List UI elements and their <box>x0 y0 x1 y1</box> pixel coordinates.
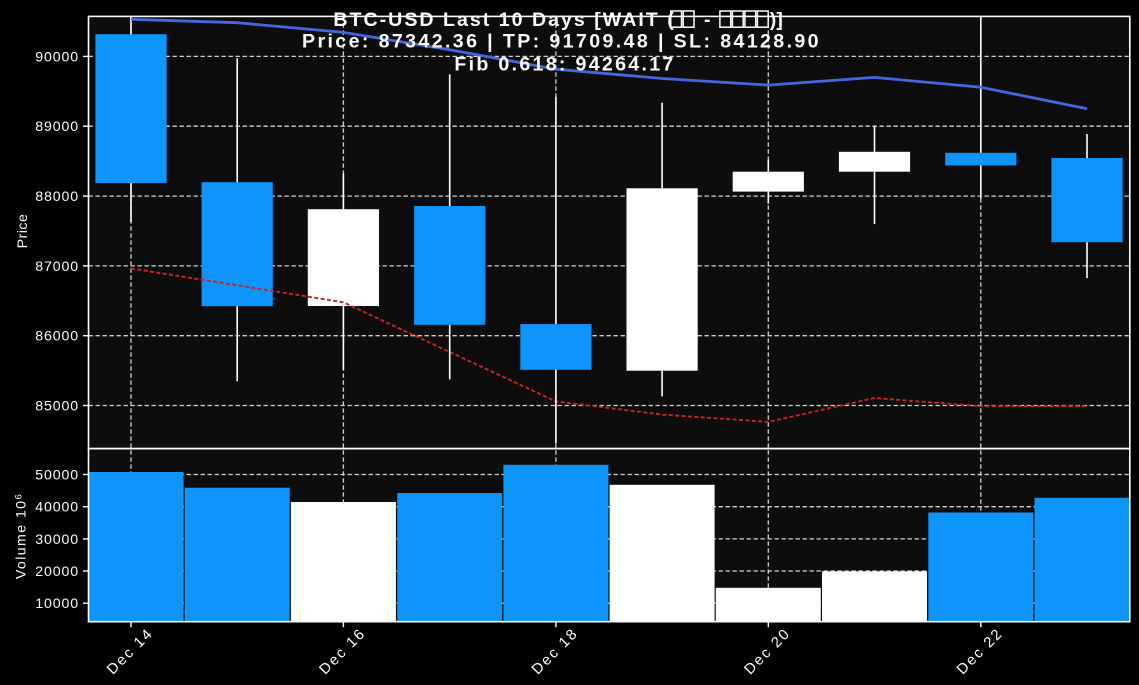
svg-text:)]: )] <box>770 9 783 31</box>
svg-text:85000: 85000 <box>35 399 79 415</box>
svg-text:89000: 89000 <box>35 119 79 135</box>
svg-text:BTC-USD Last 10 Days [WAIT (: BTC-USD Last 10 Days [WAIT ( <box>333 9 675 31</box>
svg-text:Price: Price <box>15 214 31 249</box>
svg-text:87000: 87000 <box>35 259 79 275</box>
svg-text:30000: 30000 <box>35 532 79 548</box>
svg-text:Volume 106: Volume 106 <box>13 493 29 579</box>
svg-text:Price: 87342.36 | TP: 91709.48: Price: 87342.36 | TP: 91709.48 | SL: 841… <box>302 30 821 52</box>
svg-text:20000: 20000 <box>35 564 79 580</box>
svg-text:-: - <box>704 9 711 31</box>
svg-text:86000: 86000 <box>35 329 79 345</box>
svg-text:Fib 0.618: 94264.17: Fib 0.618: 94264.17 <box>454 54 675 76</box>
svg-text:88000: 88000 <box>35 189 79 205</box>
svg-text:10000: 10000 <box>35 596 79 612</box>
svg-text:40000: 40000 <box>35 500 79 516</box>
svg-text:50000: 50000 <box>35 468 79 484</box>
svg-text:90000: 90000 <box>35 49 79 65</box>
